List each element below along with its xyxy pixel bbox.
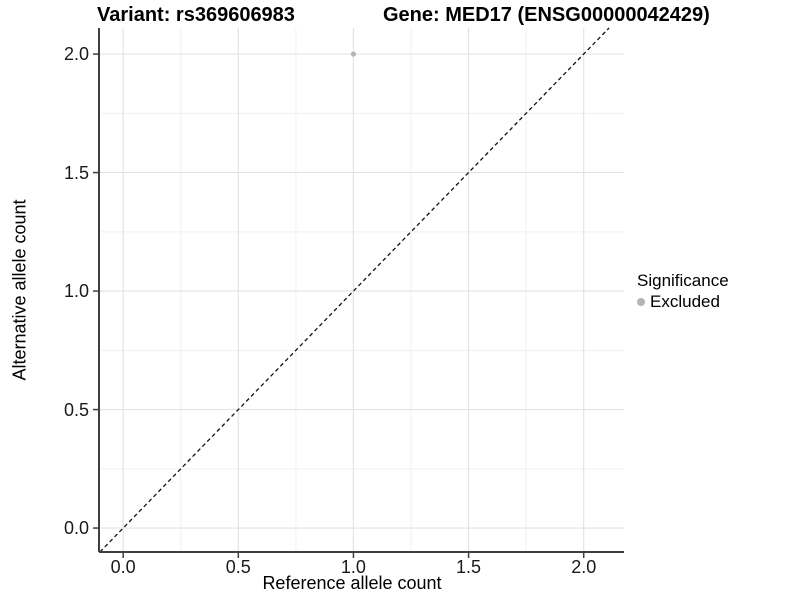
legend: Significance Excluded [637,270,729,312]
data-point-excluded [350,51,357,57]
y-tick-label: 0.0 [63,518,89,539]
plot-title-variant: Variant: rs369606983 [97,4,295,26]
legend-key-dot-icon [637,298,645,306]
x-tick-label: 1.0 [340,557,366,577]
x-tick-label: 2.0 [571,557,597,577]
x-tick-label: 0.0 [110,557,136,577]
plot-title-gene: Gene: MED17 (ENSG00000042429) [383,4,710,26]
y-tick-label: 2.0 [63,44,89,65]
legend-title: Significance [637,271,729,290]
identity-dashed-line [99,27,610,553]
y-tick-label: 1.5 [63,162,89,183]
x-axis-title: Reference allele count [262,573,442,593]
y-tick-label: 1.0 [63,281,89,302]
x-tick-label: 1.5 [456,557,482,577]
x-tick-label: 0.5 [225,557,251,577]
legend-item-label: Excluded [650,292,720,311]
plot-panel [93,27,624,558]
legend-item-excluded: Excluded [637,292,729,312]
y-axis-title: Alternative allele count [9,199,30,381]
y-tick-label: 0.5 [63,399,89,420]
